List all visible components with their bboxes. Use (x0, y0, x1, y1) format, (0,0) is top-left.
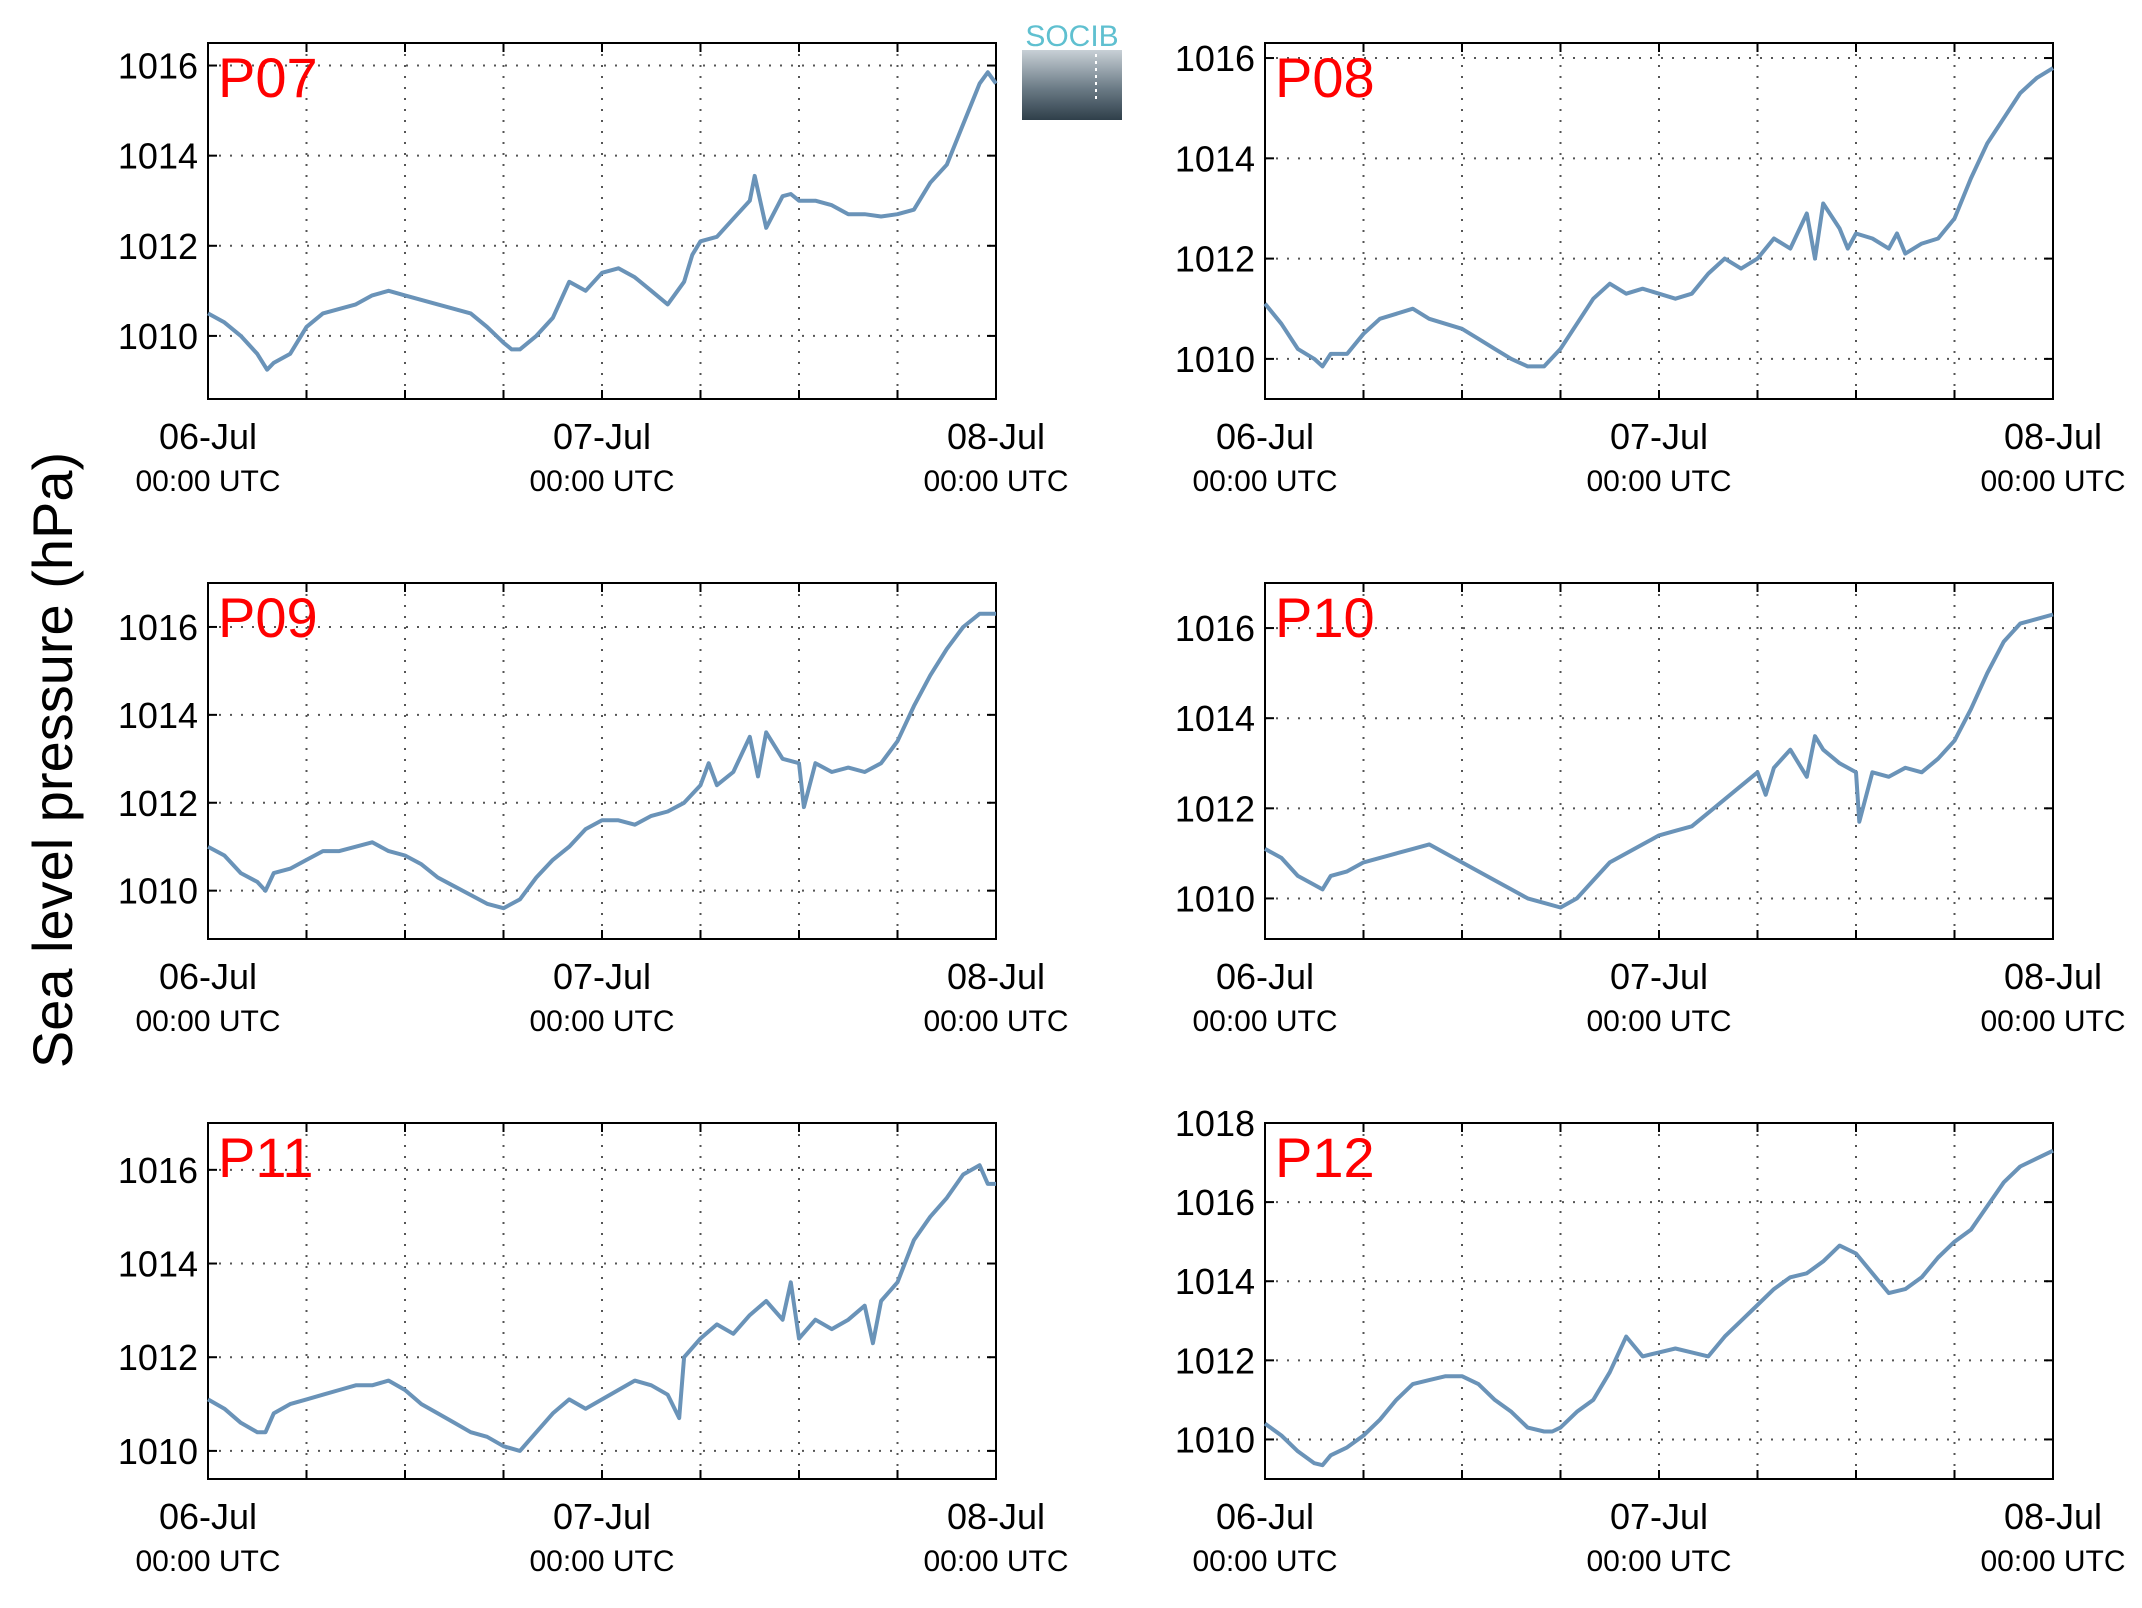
x-tick-sublabel: 00:00 UTC (1192, 1005, 1337, 1038)
x-tick-sublabel: 00:00 UTC (923, 1005, 1068, 1038)
pressure-line-p09 (207, 611, 996, 911)
y-tick-label: 1012 (1175, 239, 1255, 280)
socib-logo-text: SOCIB (1025, 20, 1118, 53)
y-tick-label: 1016 (118, 607, 198, 648)
pressure-line-p07 (207, 70, 998, 372)
x-tick-label: 08-Jul (947, 416, 1045, 457)
x-tick-label: 06-Jul (1216, 416, 1314, 457)
pressure-line-p11 (207, 1163, 996, 1453)
y-tick-label: 1014 (1175, 698, 1255, 739)
y-tick-label: 1012 (118, 226, 198, 267)
x-tick-sublabel: 00:00 UTC (1980, 1005, 2125, 1038)
pressure-line-p08 (1263, 66, 2055, 369)
y-tick-label: 1016 (1175, 38, 1255, 79)
y-tick-label: 1010 (1175, 339, 1255, 380)
y-tick-label: 1016 (118, 46, 198, 87)
x-tick-label: 07-Jul (553, 416, 651, 457)
x-tick-sublabel: 00:00 UTC (135, 465, 280, 498)
x-tick-label: 07-Jul (553, 1496, 651, 1537)
x-tick-sublabel: 00:00 UTC (1586, 1545, 1731, 1578)
y-tick-label: 1012 (1175, 1340, 1255, 1381)
x-tick-sublabel: 00:00 UTC (529, 1545, 674, 1578)
station-label: P08 (1275, 46, 1375, 109)
y-tick-label: 1010 (118, 1431, 198, 1472)
x-tick-sublabel: 00:00 UTC (135, 1545, 280, 1578)
x-tick-label: 08-Jul (2004, 1496, 2102, 1537)
x-tick-sublabel: 00:00 UTC (1980, 1545, 2125, 1578)
panels-group: 1010 1012 1014 1016 06-Jul 00:00 UTC 07-Jul 00:… (118, 38, 2126, 1578)
x-tick-label: 06-Jul (159, 416, 257, 457)
y-tick-label: 1016 (1175, 608, 1255, 649)
x-tick-sublabel: 00:00 UTC (1586, 465, 1731, 498)
x-tick-sublabel: 00:00 UTC (923, 465, 1068, 498)
y-tick-label: 1014 (1175, 138, 1255, 179)
y-axis-label: Sea level pressure (hPa) (21, 452, 84, 1068)
x-tick-sublabel: 00:00 UTC (923, 1545, 1068, 1578)
station-label: P12 (1275, 1126, 1375, 1189)
y-tick-label: 1014 (118, 695, 198, 736)
x-tick-label: 07-Jul (1610, 956, 1708, 997)
y-tick-label: 1012 (118, 783, 198, 824)
x-tick-label: 06-Jul (159, 1496, 257, 1537)
y-tick-label: 1010 (1175, 878, 1255, 919)
y-tick-label: 1010 (1175, 1419, 1255, 1460)
station-label: P11 (218, 1126, 313, 1189)
x-tick-sublabel: 00:00 UTC (529, 1005, 674, 1038)
panel-p08: 1010 1012 1014 1016 06-Jul 00:00 UTC 07-Jul 00:… (1175, 38, 2126, 498)
panel-p07: 1010 1012 1014 1016 06-Jul 00:00 UTC 07-Jul 00:… (118, 42, 1069, 498)
y-tick-label: 1014 (1175, 1261, 1255, 1302)
x-tick-sublabel: 00:00 UTC (1192, 1545, 1337, 1578)
x-tick-label: 08-Jul (2004, 956, 2102, 997)
x-tick-label: 06-Jul (1216, 1496, 1314, 1537)
x-tick-label: 07-Jul (1610, 416, 1708, 457)
x-tick-sublabel: 00:00 UTC (529, 465, 674, 498)
y-tick-label: 1018 (1175, 1103, 1255, 1144)
panel-p11: 1010 1012 1014 1016 06-Jul 00:00 UTC 07-Jul 00:… (118, 1122, 1069, 1578)
station-label: P10 (1275, 586, 1375, 649)
socib-logo-icon: SOCIB (1022, 20, 1122, 120)
socib-logo: SOCIB (1020, 18, 1124, 122)
y-tick-label: 1014 (118, 136, 198, 177)
y-tick-label: 1016 (118, 1150, 198, 1191)
x-tick-sublabel: 00:00 UTC (1586, 1005, 1731, 1038)
y-tick-label: 1012 (1175, 788, 1255, 829)
station-label: P07 (218, 46, 318, 109)
y-tick-label: 1010 (118, 316, 198, 357)
x-tick-label: 07-Jul (553, 956, 651, 997)
station-label: P09 (218, 586, 318, 649)
y-tick-label: 1016 (1175, 1182, 1255, 1223)
panel-p10: 1010 1012 1014 1016 06-Jul 00:00 UTC 07-Jul 00:… (1175, 582, 2126, 1038)
x-tick-sublabel: 00:00 UTC (135, 1005, 280, 1038)
x-tick-label: 07-Jul (1610, 1496, 1708, 1537)
x-tick-sublabel: 00:00 UTC (1192, 465, 1337, 498)
pressure-line-p12 (1263, 1148, 2054, 1468)
x-tick-label: 08-Jul (947, 956, 1045, 997)
x-tick-label: 08-Jul (2004, 416, 2102, 457)
panel-p12: 1010 1012 1014 1016 1018 06-Jul 00:00 UTC 07-Ju… (1175, 1103, 2126, 1578)
pressure-line-p10 (1264, 612, 2054, 910)
x-tick-label: 06-Jul (159, 956, 257, 997)
y-tick-label: 1012 (118, 1337, 198, 1378)
panel-p09: 1010 1012 1014 1016 06-Jul 00:00 UTC 07-Jul 00:… (118, 582, 1069, 1038)
x-tick-sublabel: 00:00 UTC (1980, 465, 2125, 498)
y-tick-label: 1014 (118, 1244, 198, 1285)
y-tick-label: 1010 (118, 871, 198, 912)
x-tick-label: 06-Jul (1216, 956, 1314, 997)
x-tick-label: 08-Jul (947, 1496, 1045, 1537)
